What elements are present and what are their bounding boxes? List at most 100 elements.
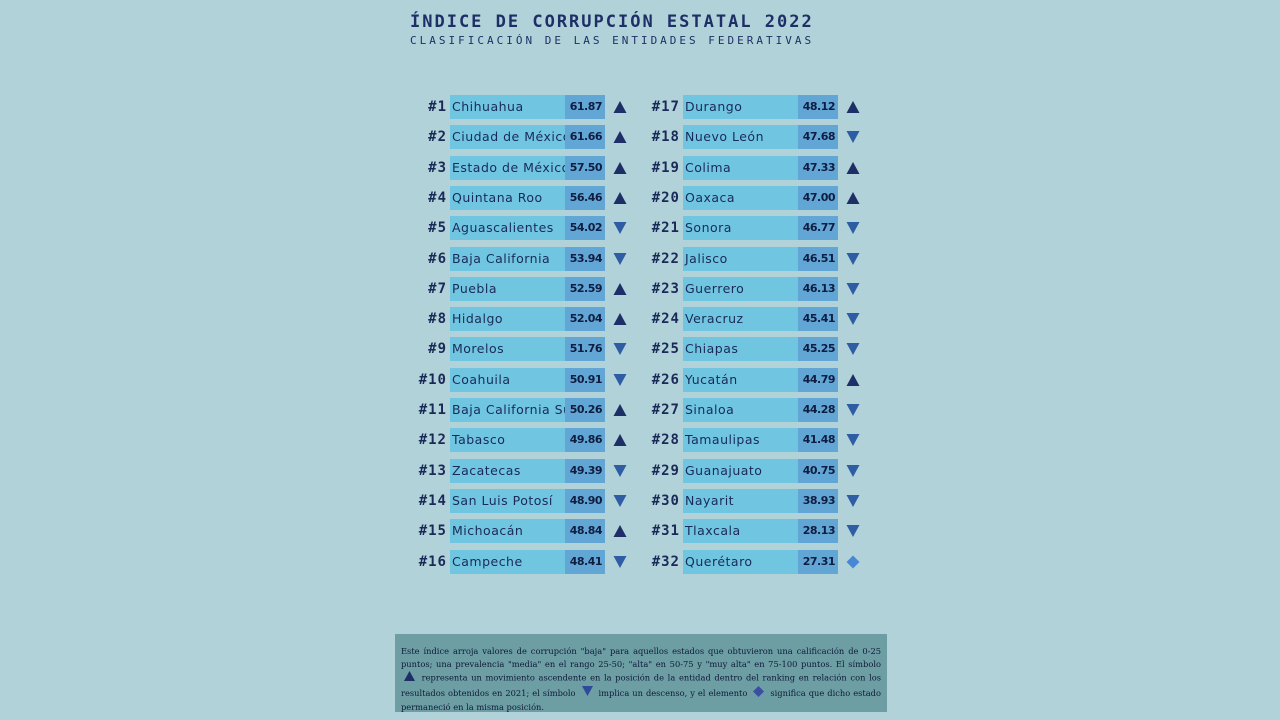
score-value: 54.02 — [569, 221, 603, 235]
state-name: Coahuila — [452, 371, 511, 387]
score-value: 50.26 — [569, 403, 603, 416]
score-box — [798, 549, 838, 574]
rank-label: #20 — [651, 189, 680, 206]
rank-label: #24 — [651, 311, 680, 328]
ranking-row: #16 Campeche 48.41 — [410, 549, 642, 574]
score-value: 49.86 — [569, 433, 603, 447]
ranking-row: #22 Jalisco 46.51 — [643, 246, 875, 271]
state-bar — [450, 185, 565, 210]
state-name: Quintana Roo — [452, 189, 543, 205]
score-value: 52.04 — [569, 312, 603, 326]
ranking-row: #19 Colima 47.33 — [643, 155, 875, 180]
score-value: 45.41 — [802, 312, 836, 326]
rank-label: #1 — [428, 99, 447, 115]
rank-label: #19 — [651, 159, 680, 176]
state-bar — [683, 95, 798, 119]
score-value: 47.33 — [802, 160, 836, 174]
down-arrow-icon — [612, 373, 628, 387]
footnote-text-4: significa que dicho estado permaneció en… — [401, 687, 881, 712]
score-value: 46.13 — [802, 281, 836, 295]
rank-label: #14 — [418, 492, 447, 509]
down-arrow-icon — [612, 252, 628, 266]
state-name: Baja California Sur — [452, 402, 578, 417]
ranking-row: #4 Quintana Roo 56.46 — [410, 185, 642, 210]
rank-label: #11 — [418, 402, 447, 418]
score-box — [798, 185, 838, 210]
score-box — [798, 458, 838, 483]
footnote-text-3: implica un descenso, y el elemento — [598, 687, 748, 698]
ranking-row: #1 Chihuahua 61.87 — [410, 95, 642, 119]
state-bar — [450, 95, 565, 119]
score-value: 41.48 — [802, 433, 836, 447]
down-arrow-icon — [612, 342, 628, 356]
ranking-row: #3 Estado de México 57.50 — [410, 155, 642, 180]
rank-label: #25 — [651, 341, 680, 358]
score-box — [798, 488, 838, 513]
ranking-row: #27 Sinaloa 44.28 — [643, 398, 875, 422]
score-value: 47.00 — [802, 190, 836, 204]
score-box — [565, 428, 605, 453]
state-name: Chihuahua — [452, 99, 524, 114]
state-bar — [683, 398, 798, 422]
score-value: 27.31 — [802, 554, 836, 568]
ranking-row: #10 Coahuila 50.91 — [410, 367, 642, 392]
state-name: Hidalgo — [452, 311, 504, 327]
state-bar — [683, 458, 798, 483]
down-arrow-icon — [612, 221, 628, 235]
ranking-row: #20 Oaxaca 47.00 — [643, 185, 875, 210]
rank-label: #31 — [651, 523, 680, 540]
state-name: Sinaloa — [685, 402, 735, 417]
rank-label: #32 — [651, 553, 680, 570]
state-bar — [683, 216, 798, 241]
rank-label: #9 — [428, 341, 447, 358]
score-box — [565, 125, 605, 150]
state-bar — [683, 367, 798, 392]
score-value: 46.77 — [802, 221, 836, 235]
footnote: Este índice arroja valores de corrupción… — [395, 634, 887, 712]
rank-label: #5 — [428, 220, 447, 237]
state-name: Nayarit — [685, 492, 735, 508]
down-arrow-icon — [845, 433, 861, 447]
score-value: 48.84 — [569, 524, 603, 538]
ranking-row: #23 Guerrero 46.13 — [643, 276, 875, 301]
state-bar — [683, 185, 798, 210]
state-bar — [683, 276, 798, 301]
score-value: 40.75 — [802, 463, 836, 477]
state-bar — [683, 488, 798, 513]
ranking-row: #18 Nuevo León 47.68 — [643, 125, 875, 150]
up-arrow-icon — [845, 100, 861, 114]
up-arrow-icon — [612, 433, 628, 447]
state-bar — [450, 246, 565, 271]
ranking-row: #32 Querétaro 27.31 — [643, 549, 875, 574]
score-box — [565, 367, 605, 392]
state-name: Guerrero — [685, 280, 745, 296]
state-bar — [450, 488, 565, 513]
up-arrow-icon — [612, 100, 628, 114]
page-subtitle: CLASIFICACIÓN DE LAS ENTIDADES FEDERATIV… — [410, 34, 815, 47]
ranking-row: #5 Aguascalientes 54.02 — [410, 216, 642, 241]
score-box — [565, 276, 605, 301]
rank-label: #17 — [651, 99, 680, 115]
ranking-row: #21 Sonora 46.77 — [643, 216, 875, 241]
down-arrow-icon — [845, 282, 861, 296]
score-box — [565, 185, 605, 210]
score-box — [565, 488, 605, 513]
rank-label: #10 — [418, 371, 447, 388]
ranking-row: #29 Guanajuato 40.75 — [643, 458, 875, 483]
state-name: Morelos — [452, 341, 505, 357]
state-name: Durango — [685, 99, 743, 114]
score-box — [565, 216, 605, 241]
up-arrow-icon — [612, 191, 628, 205]
ranking-row: #9 Morelos 51.76 — [410, 337, 642, 362]
state-name: Tabasco — [452, 432, 506, 448]
score-value: 50.91 — [569, 372, 603, 386]
state-bar — [450, 155, 565, 180]
state-bar — [683, 519, 798, 544]
down-arrow-icon — [845, 464, 861, 478]
score-value: 51.76 — [569, 342, 603, 356]
score-box — [798, 337, 838, 362]
score-box — [565, 549, 605, 574]
ranking-row: #28 Tamaulipas 41.48 — [643, 428, 875, 453]
state-bar — [450, 307, 565, 332]
score-value: 48.12 — [802, 100, 836, 113]
